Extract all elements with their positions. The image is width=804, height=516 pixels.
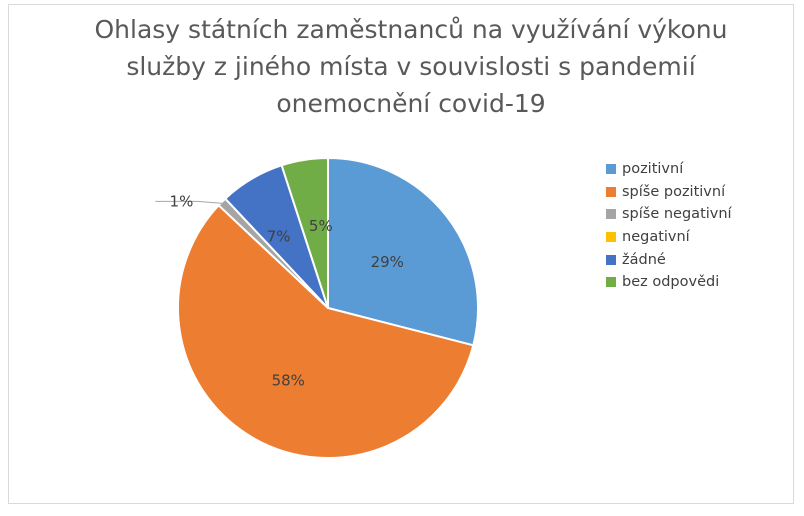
data-label-pozitivni: 29% [371, 253, 404, 271]
legend-item-negativni: negativní [606, 226, 732, 249]
legend-swatch [606, 209, 616, 220]
legend-swatch [606, 164, 616, 175]
legend-swatch [606, 254, 616, 265]
legend-item-pozitivni: pozitivní [606, 158, 732, 181]
legend-label: negativní [622, 229, 690, 246]
legend-label: pozitivní [622, 161, 684, 178]
legend-item-bez-odpovedi: bez odpovědi [606, 271, 732, 294]
legend-label: bez odpovědi [622, 274, 720, 291]
data-label-spise-negativni: 1% [170, 192, 194, 210]
legend-swatch [606, 232, 616, 243]
legend-label: spíše pozitivní [622, 183, 726, 200]
data-label-spise-pozitivni: 58% [272, 371, 305, 389]
legend: pozitivní spíše pozitivní spíše negativn… [606, 158, 732, 294]
legend-item-spise-negativni: spíše negativní [606, 203, 732, 226]
legend-label: žádné [622, 251, 666, 268]
pie-slice-bez-odpovedi [280, 157, 329, 309]
data-label-bez-odpovedi: 5% [309, 217, 333, 235]
chart-title-line-2: služby z jiného místa v souvislosti s pa… [126, 52, 696, 81]
legend-swatch [606, 277, 616, 288]
chart-title: Ohlasy státních zaměstnanců na využívání… [69, 11, 753, 122]
leader-line [155, 200, 224, 204]
pie-slice-pozitivni [327, 157, 479, 347]
pie-slices [177, 157, 479, 459]
chart-title-line-1: Ohlasy státních zaměstnanců na využívání… [94, 15, 728, 44]
chart-title-line-3: onemocnění covid-19 [276, 89, 546, 118]
pie-slice-spise-pozitivni [177, 204, 475, 459]
legend-item-zadne: žádné [606, 248, 732, 271]
legend-label: spíše negativní [622, 206, 732, 223]
legend-item-spise-pozitivni: spíše pozitivní [606, 181, 732, 204]
pie-labels: 29% 58% 1% 7% 5% [155, 192, 404, 389]
data-label-zadne: 7% [267, 227, 291, 245]
legend-swatch [606, 186, 616, 197]
